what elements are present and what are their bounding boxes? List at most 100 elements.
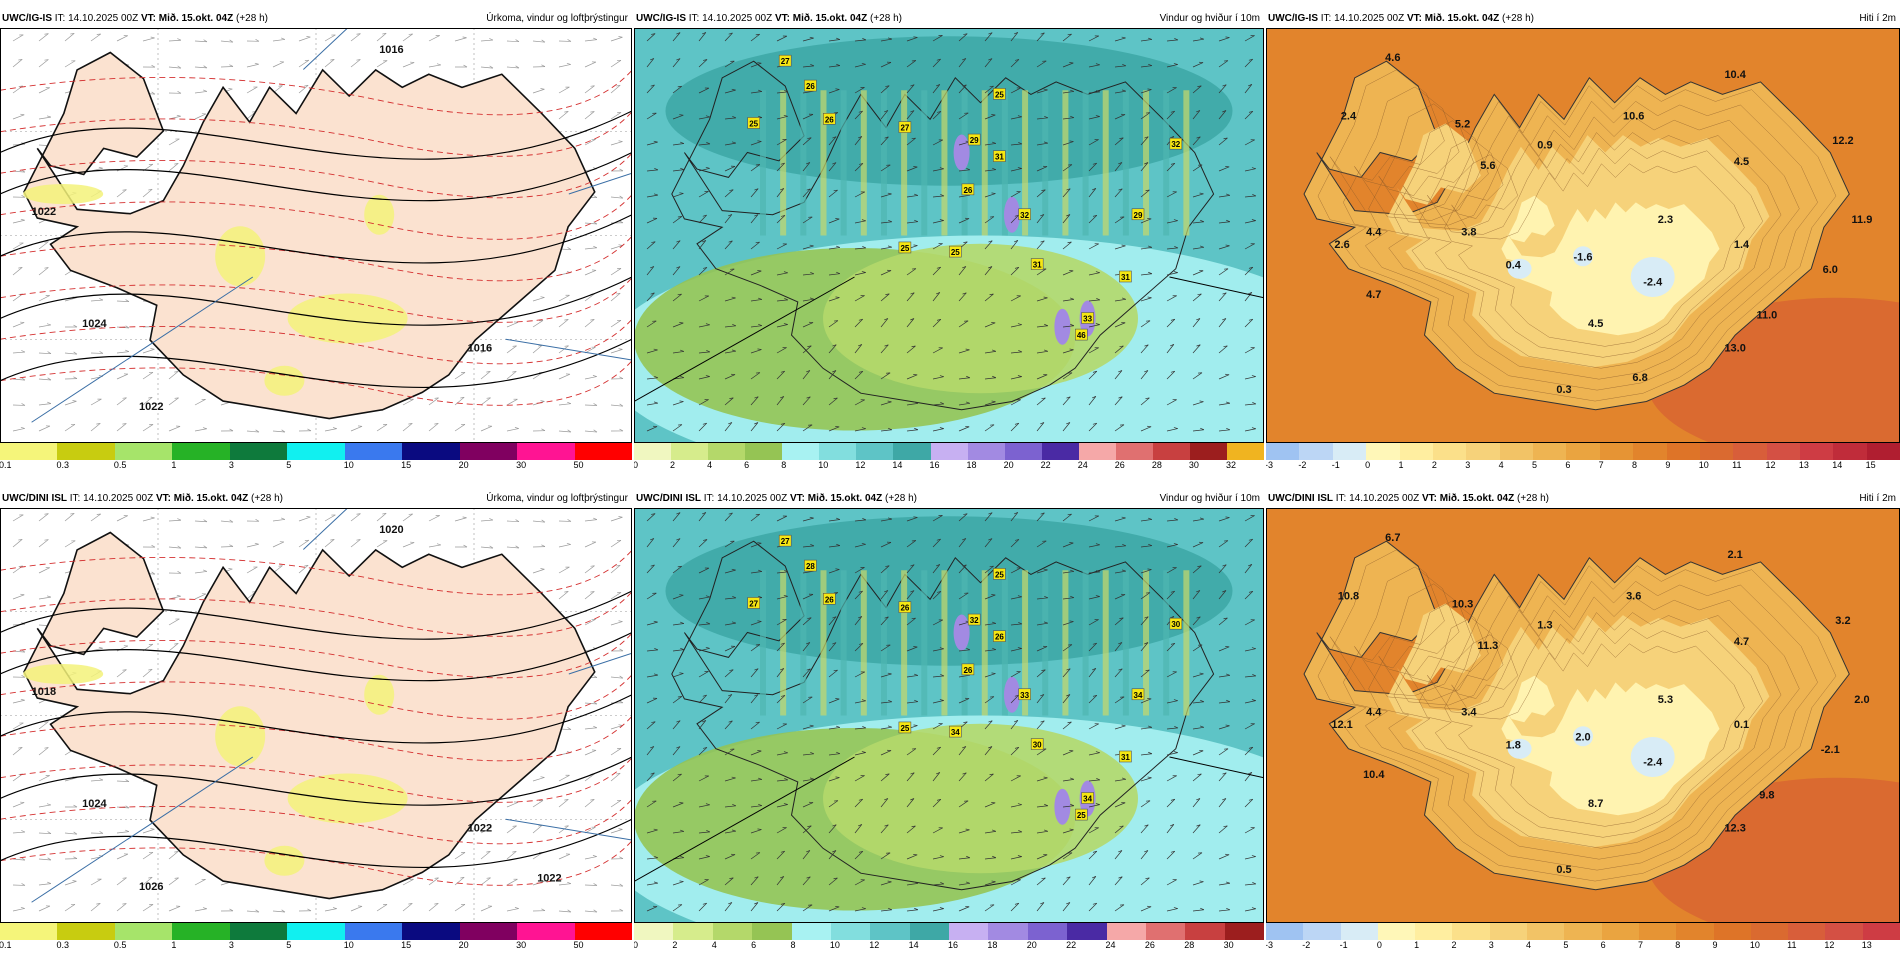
isobar-label: 1020 bbox=[379, 524, 403, 536]
panel-title: Úrkoma, vindur og loftþrýstingur bbox=[486, 490, 628, 508]
colorbar-segment bbox=[1433, 443, 1466, 460]
colorbar-tick-label: -3 bbox=[1266, 460, 1273, 470]
svg-text:31: 31 bbox=[1121, 273, 1130, 282]
svg-text:25: 25 bbox=[1077, 811, 1086, 820]
colorbar-tick-label: 12 bbox=[1766, 460, 1776, 470]
colorbar-segment bbox=[1378, 923, 1415, 940]
colorbar-segment bbox=[949, 923, 988, 940]
model-name: UWC/IG-IS bbox=[1268, 13, 1318, 24]
wind-streak bbox=[1123, 570, 1129, 715]
temperature-label: -2.4 bbox=[1643, 756, 1663, 768]
colorbar-segment bbox=[1185, 923, 1224, 940]
colorbar-segment bbox=[1800, 443, 1833, 460]
wind-speed-label: 25 bbox=[748, 117, 760, 128]
svg-text:33: 33 bbox=[1083, 315, 1092, 324]
svg-text:25: 25 bbox=[900, 244, 909, 253]
init-time: IT: 14.10.2025 00Z bbox=[55, 13, 138, 24]
panel-title: Vindur og hviður í 10m bbox=[1160, 10, 1260, 28]
wind-streak bbox=[1062, 90, 1068, 235]
wind-streak bbox=[1062, 570, 1068, 715]
precip-area bbox=[23, 664, 103, 684]
temperature-label: 10.6 bbox=[1623, 110, 1644, 122]
colorbar-tick-label: -2 bbox=[1302, 940, 1310, 950]
temperature-label: 4.5 bbox=[1734, 156, 1749, 168]
colorbar-segment bbox=[634, 923, 673, 940]
precip-area bbox=[288, 774, 408, 824]
svg-text:25: 25 bbox=[995, 570, 1004, 579]
svg-text:26: 26 bbox=[900, 604, 909, 613]
wind-streak bbox=[780, 570, 786, 715]
colorbar-tick-label: 2 bbox=[670, 460, 675, 470]
isobar-label: 1016 bbox=[468, 343, 492, 355]
temperature-label: 0.3 bbox=[1556, 384, 1571, 396]
vt-label: VT: bbox=[775, 13, 790, 24]
colorbar-segment bbox=[1005, 443, 1042, 460]
temperature-label: 4.7 bbox=[1366, 289, 1381, 301]
colorbar-segment bbox=[1533, 443, 1566, 460]
colorbar-segment bbox=[968, 443, 1005, 460]
colorbar-tick-label: 10 bbox=[818, 460, 828, 470]
colorbar-tick-label: 8 bbox=[791, 940, 796, 950]
wind-speed-label: 34 bbox=[949, 726, 961, 737]
colorbar-tick-label: -1 bbox=[1340, 940, 1348, 950]
svg-text:26: 26 bbox=[963, 186, 972, 195]
init-time: IT: 14.10.2025 00Z bbox=[70, 493, 153, 504]
temperature-label: 5.6 bbox=[1480, 160, 1495, 172]
svg-text:28: 28 bbox=[806, 562, 815, 571]
colorbar-tick-label: 12 bbox=[1824, 940, 1834, 950]
colorbar-tick-label: 26 bbox=[1115, 460, 1125, 470]
colorbar-tick-label: 28 bbox=[1152, 460, 1162, 470]
wind-streak bbox=[881, 570, 887, 715]
colorbar-tick-label: 10 bbox=[830, 940, 840, 950]
temperature-label: 11.9 bbox=[1852, 214, 1873, 226]
colorbar-tick-label: 12 bbox=[869, 940, 879, 950]
svg-text:27: 27 bbox=[781, 537, 790, 546]
colorbar-segment bbox=[1863, 923, 1900, 940]
colorbar-tick-label: 3 bbox=[1465, 460, 1470, 470]
colorbar-segment bbox=[1564, 923, 1601, 940]
colorbar-tick-label: 9 bbox=[1665, 460, 1670, 470]
colorbar-segment bbox=[1266, 443, 1299, 460]
wind-speed-label: 28 bbox=[804, 560, 816, 571]
wind-speed-label: 27 bbox=[779, 535, 791, 546]
svg-text:32: 32 bbox=[970, 616, 979, 625]
colorbar bbox=[634, 923, 1264, 940]
wind-speed-label: 34 bbox=[1132, 689, 1144, 700]
svg-text:34: 34 bbox=[1083, 795, 1092, 804]
colorbar-segment bbox=[1825, 923, 1862, 940]
wind-speed-label: 25 bbox=[899, 242, 911, 253]
colorbar-segment bbox=[172, 443, 229, 460]
temperature-label: 11.3 bbox=[1477, 640, 1498, 652]
colorbar-tick-label: 6 bbox=[744, 460, 749, 470]
colorbar-tick-label: 14 bbox=[909, 940, 919, 950]
wind-speed-label: 30 bbox=[1170, 618, 1182, 629]
init-time: IT: 14.10.2025 00Z bbox=[1321, 13, 1404, 24]
colorbar-segment bbox=[1633, 443, 1666, 460]
gust-area bbox=[954, 135, 970, 171]
colorbar-tick-label: 1 bbox=[171, 460, 176, 470]
colorbar-tick-label: 11 bbox=[1732, 460, 1741, 470]
panel-header: UWC/DINI ISL IT: 14.10.2025 00Z VT: Mið.… bbox=[1266, 490, 1900, 508]
colorbar-tick-label: 0 bbox=[1365, 460, 1370, 470]
valid-time: Mið. 15.okt. 04Z bbox=[1425, 13, 1499, 24]
colorbar-tick-label: 8 bbox=[781, 460, 786, 470]
colorbar-segment bbox=[1415, 923, 1452, 940]
wind-streak bbox=[901, 570, 907, 715]
wind-speed-label: 32 bbox=[1019, 209, 1031, 220]
colorbar-segment bbox=[230, 443, 287, 460]
colorbar-tick-label: 30 bbox=[1224, 940, 1234, 950]
init-time: IT: 14.10.2025 00Z bbox=[689, 13, 772, 24]
colorbar-tick-label: 30 bbox=[516, 940, 526, 950]
svg-text:33: 33 bbox=[1020, 691, 1029, 700]
temperature-label: 4.7 bbox=[1734, 636, 1749, 648]
wind-streak bbox=[760, 570, 766, 715]
temperature-label: 4.6 bbox=[1385, 52, 1400, 64]
colorbar-tick-label: 7 bbox=[1638, 940, 1643, 950]
precip-area bbox=[23, 184, 103, 204]
wind-speed-label: 26 bbox=[899, 602, 911, 613]
colorbar-segment bbox=[460, 443, 517, 460]
svg-text:31: 31 bbox=[1121, 753, 1130, 762]
